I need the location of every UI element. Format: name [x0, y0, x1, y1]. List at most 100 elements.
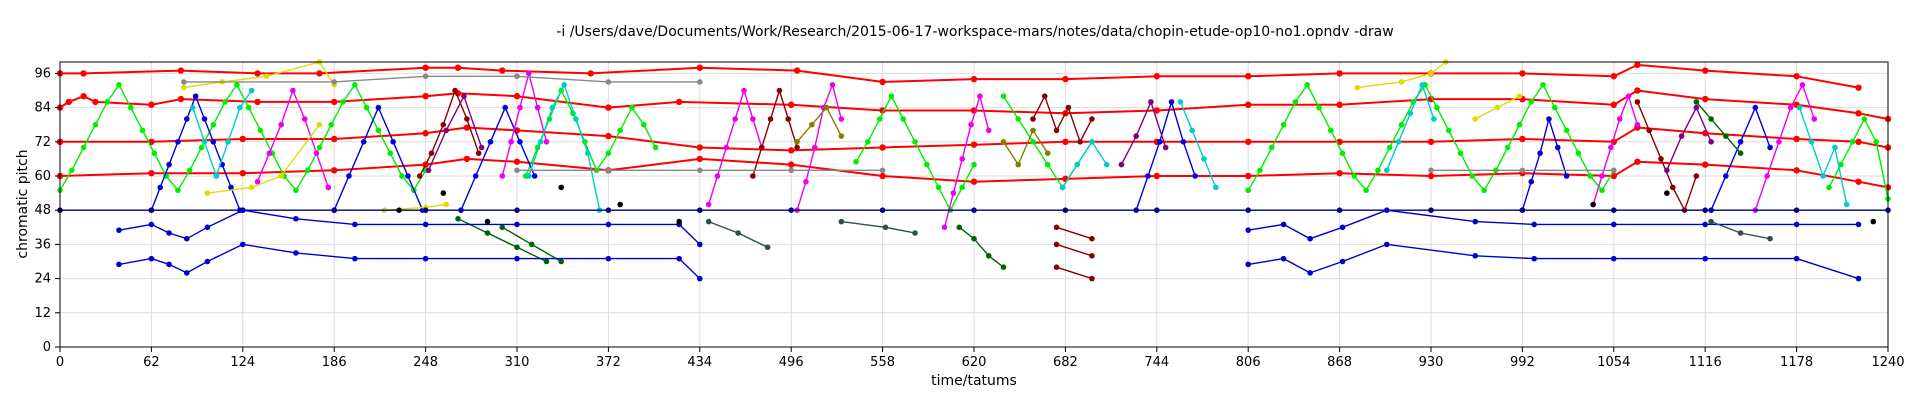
data-point [148, 169, 155, 177]
data-point [513, 158, 521, 165]
data-point [696, 144, 703, 151]
data-point [387, 150, 394, 156]
data-point [514, 244, 520, 251]
data-point [464, 116, 470, 122]
data-point [1062, 207, 1069, 213]
data-point [853, 158, 859, 165]
data-point [422, 207, 429, 213]
data-point [803, 178, 809, 185]
data-point [1494, 104, 1501, 111]
data-point [331, 207, 338, 213]
data-point [1316, 104, 1322, 111]
data-point [1528, 178, 1535, 185]
data-point [1148, 99, 1154, 105]
data-point [293, 215, 299, 222]
data-point [838, 116, 845, 122]
data-point [304, 167, 311, 174]
data-point [1708, 218, 1714, 225]
series [853, 93, 977, 213]
data-point [514, 73, 520, 80]
data-point [80, 70, 87, 77]
data-point [257, 127, 264, 134]
data-point [1472, 253, 1479, 259]
data-point [1767, 235, 1773, 242]
data-point [1351, 173, 1358, 179]
data-point [478, 144, 485, 151]
data-point [148, 207, 155, 213]
series [750, 87, 800, 179]
series-line [1056, 226, 1093, 240]
data-point [879, 167, 886, 174]
data-point [1336, 101, 1343, 108]
data-point [1546, 116, 1552, 122]
data-point [254, 178, 261, 185]
data-point [248, 184, 255, 191]
data-point [1658, 156, 1664, 162]
data-point [950, 190, 957, 196]
series [1118, 99, 1169, 168]
data-point [573, 116, 579, 122]
data-point [1156, 139, 1163, 145]
data-point [1030, 127, 1036, 134]
data-point [1599, 173, 1605, 179]
y-tick-label: 72 [34, 135, 51, 150]
data-point [204, 224, 211, 231]
x-tick-label: 372 [596, 355, 621, 370]
data-point [428, 150, 435, 156]
data-point [750, 116, 756, 122]
data-point [499, 67, 506, 74]
data-point [127, 104, 134, 111]
data-point [213, 173, 220, 179]
data-point [1820, 173, 1826, 179]
x-tick-label: 930 [1419, 355, 1444, 370]
data-point [900, 116, 907, 122]
data-point [1708, 116, 1714, 122]
data-point [584, 150, 591, 156]
data-point [741, 87, 747, 94]
data-point [1634, 121, 1641, 128]
data-point [1540, 82, 1546, 88]
data-point [175, 139, 181, 145]
data-point [422, 93, 429, 100]
series-line [1002, 129, 1049, 166]
data-point [1427, 172, 1435, 180]
data-point [68, 167, 75, 174]
data-point [1752, 104, 1759, 111]
data-point [1554, 144, 1561, 151]
data-point [1793, 135, 1800, 143]
data-point [785, 116, 792, 122]
data-point [1587, 173, 1594, 179]
y-tick-label: 0 [43, 340, 51, 355]
series [1383, 82, 1437, 174]
data-point [1469, 173, 1476, 179]
data-point [166, 261, 172, 268]
data-point [605, 79, 612, 85]
data-point [201, 139, 208, 145]
y-tick-label: 96 [34, 66, 51, 81]
series-line [1666, 106, 1712, 171]
data-point [1702, 95, 1709, 103]
data-point [956, 224, 963, 231]
data-point [198, 144, 205, 151]
data-point [1192, 173, 1198, 179]
data-point [1062, 138, 1069, 145]
data-point [971, 207, 977, 213]
data-point [587, 70, 594, 77]
series [1245, 207, 1862, 242]
data-point [879, 144, 886, 151]
data-point [1634, 158, 1641, 165]
data-point [696, 64, 703, 71]
data-point [1145, 173, 1151, 179]
data-point [245, 104, 252, 111]
x-tick-label: 558 [870, 355, 895, 370]
data-point [352, 82, 358, 88]
data-point [352, 221, 358, 228]
data-point [696, 155, 703, 163]
series [1177, 99, 1219, 191]
series [956, 224, 1007, 271]
data-point [1375, 167, 1381, 174]
data-point [80, 144, 87, 151]
data-point [879, 78, 886, 86]
data-point [513, 93, 521, 100]
data-point [605, 132, 612, 140]
